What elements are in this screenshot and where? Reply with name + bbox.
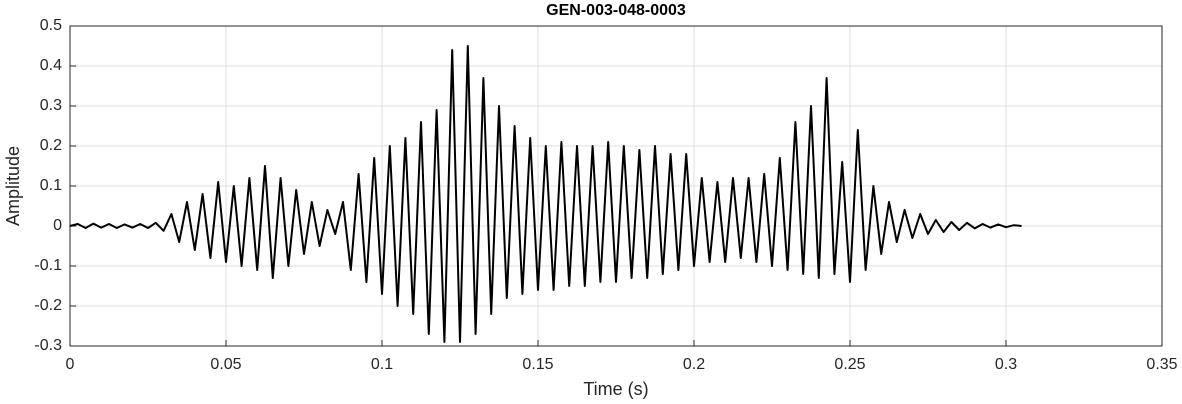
chart-title: GEN-003-048-0003 <box>546 2 686 19</box>
x-tick-label: 0.25 <box>834 356 865 373</box>
x-tick-label: 0 <box>66 356 75 373</box>
y-tick-label: 0.5 <box>40 17 62 34</box>
y-tick-label: 0.2 <box>40 137 62 154</box>
y-axis-label: Amplitude <box>3 146 23 226</box>
x-tick-label: 0.1 <box>371 356 393 373</box>
x-tick-label: 0.15 <box>522 356 553 373</box>
plot-frame <box>69 25 1163 347</box>
y-tick-label: 0 <box>53 217 62 234</box>
y-tick-label: 0.4 <box>40 57 62 74</box>
waveform-line <box>69 45 1022 343</box>
x-tick-label: 0.35 <box>1146 356 1177 373</box>
y-tick-label: 0.1 <box>40 177 62 194</box>
x-tick-label: 0.2 <box>683 356 705 373</box>
y-tick-label: -0.2 <box>34 297 62 314</box>
x-tick-label: 0.05 <box>210 356 241 373</box>
y-tick-label: -0.1 <box>34 257 62 274</box>
y-tick-label: 0.3 <box>40 97 62 114</box>
x-tick-label: 0.3 <box>995 356 1017 373</box>
y-tick-label: -0.3 <box>34 337 62 354</box>
x-axis-label: Time (s) <box>583 379 648 399</box>
